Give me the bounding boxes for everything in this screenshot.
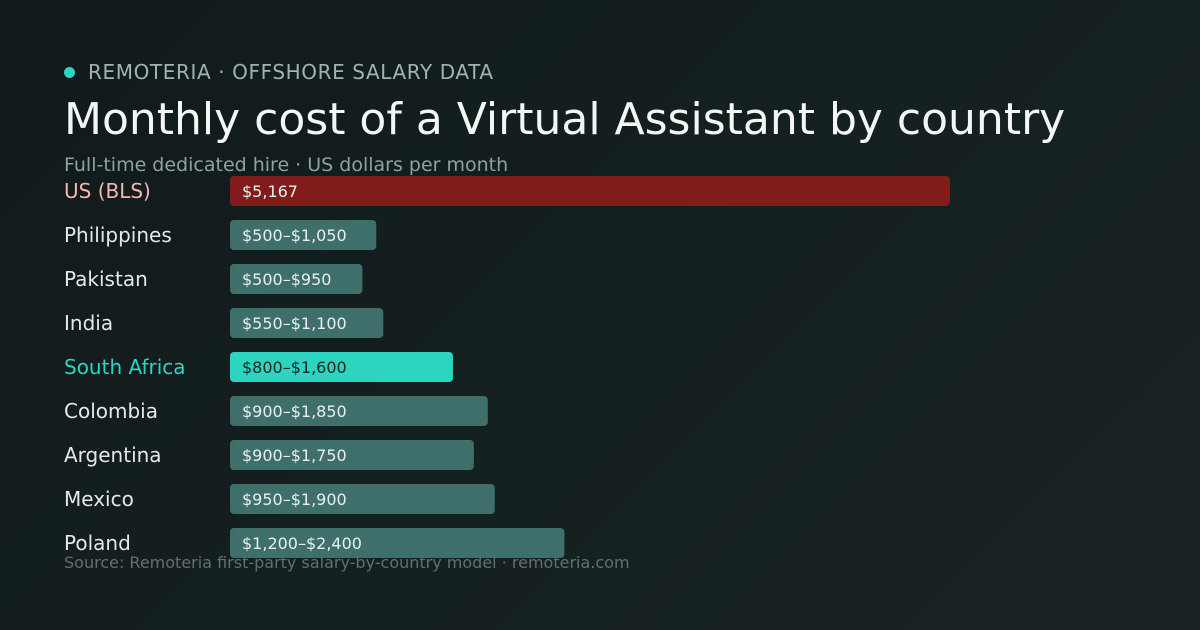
value-label-argentina: $900–$1,750 <box>242 446 347 465</box>
category-label-mexico: Mexico <box>64 487 134 511</box>
category-label-pakistan: Pakistan <box>64 267 148 291</box>
bar-philippines <box>230 220 377 250</box>
chart-subtitle: Full-time dedicated hire · US dollars pe… <box>64 154 509 176</box>
value-label-india: $550–$1,100 <box>242 314 347 333</box>
bar-india <box>230 308 384 338</box>
category-label-poland: Poland <box>64 531 131 555</box>
bar-south-africa <box>230 352 453 382</box>
bar-poland <box>230 528 565 558</box>
brand-dot-icon <box>64 66 75 78</box>
value-label-south-africa: $800–$1,600 <box>242 358 347 377</box>
value-label-mexico: $950–$1,900 <box>242 490 347 509</box>
category-label-colombia: Colombia <box>64 399 158 423</box>
bar-argentina <box>230 440 474 470</box>
bar-mexico <box>230 484 495 514</box>
category-label-argentina: Argentina <box>64 443 162 467</box>
bar-colombia <box>230 396 488 426</box>
category-label-us-bls: US (BLS) <box>64 179 151 203</box>
value-label-poland: $1,200–$2,400 <box>242 534 362 553</box>
category-label-india: India <box>64 311 113 335</box>
bar-us-bls <box>230 176 950 206</box>
value-label-us-bls: $5,167 <box>242 182 298 201</box>
value-label-colombia: $900–$1,850 <box>242 402 347 421</box>
source-note: Source: Remoteria first-party salary-by-… <box>64 553 630 572</box>
value-label-pakistan: $500–$950 <box>242 270 331 289</box>
category-label-philippines: Philippines <box>64 223 172 247</box>
chart-title: Monthly cost of a Virtual Assistant by c… <box>64 94 1066 145</box>
bar-pakistan <box>230 264 363 294</box>
brand-label: REMOTERIA · OFFSHORE SALARY DATA <box>88 60 494 84</box>
category-label-south-africa: South Africa <box>64 355 186 379</box>
brand-header: REMOTERIA · OFFSHORE SALARY DATA <box>64 60 494 84</box>
value-label-philippines: $500–$1,050 <box>242 226 347 245</box>
